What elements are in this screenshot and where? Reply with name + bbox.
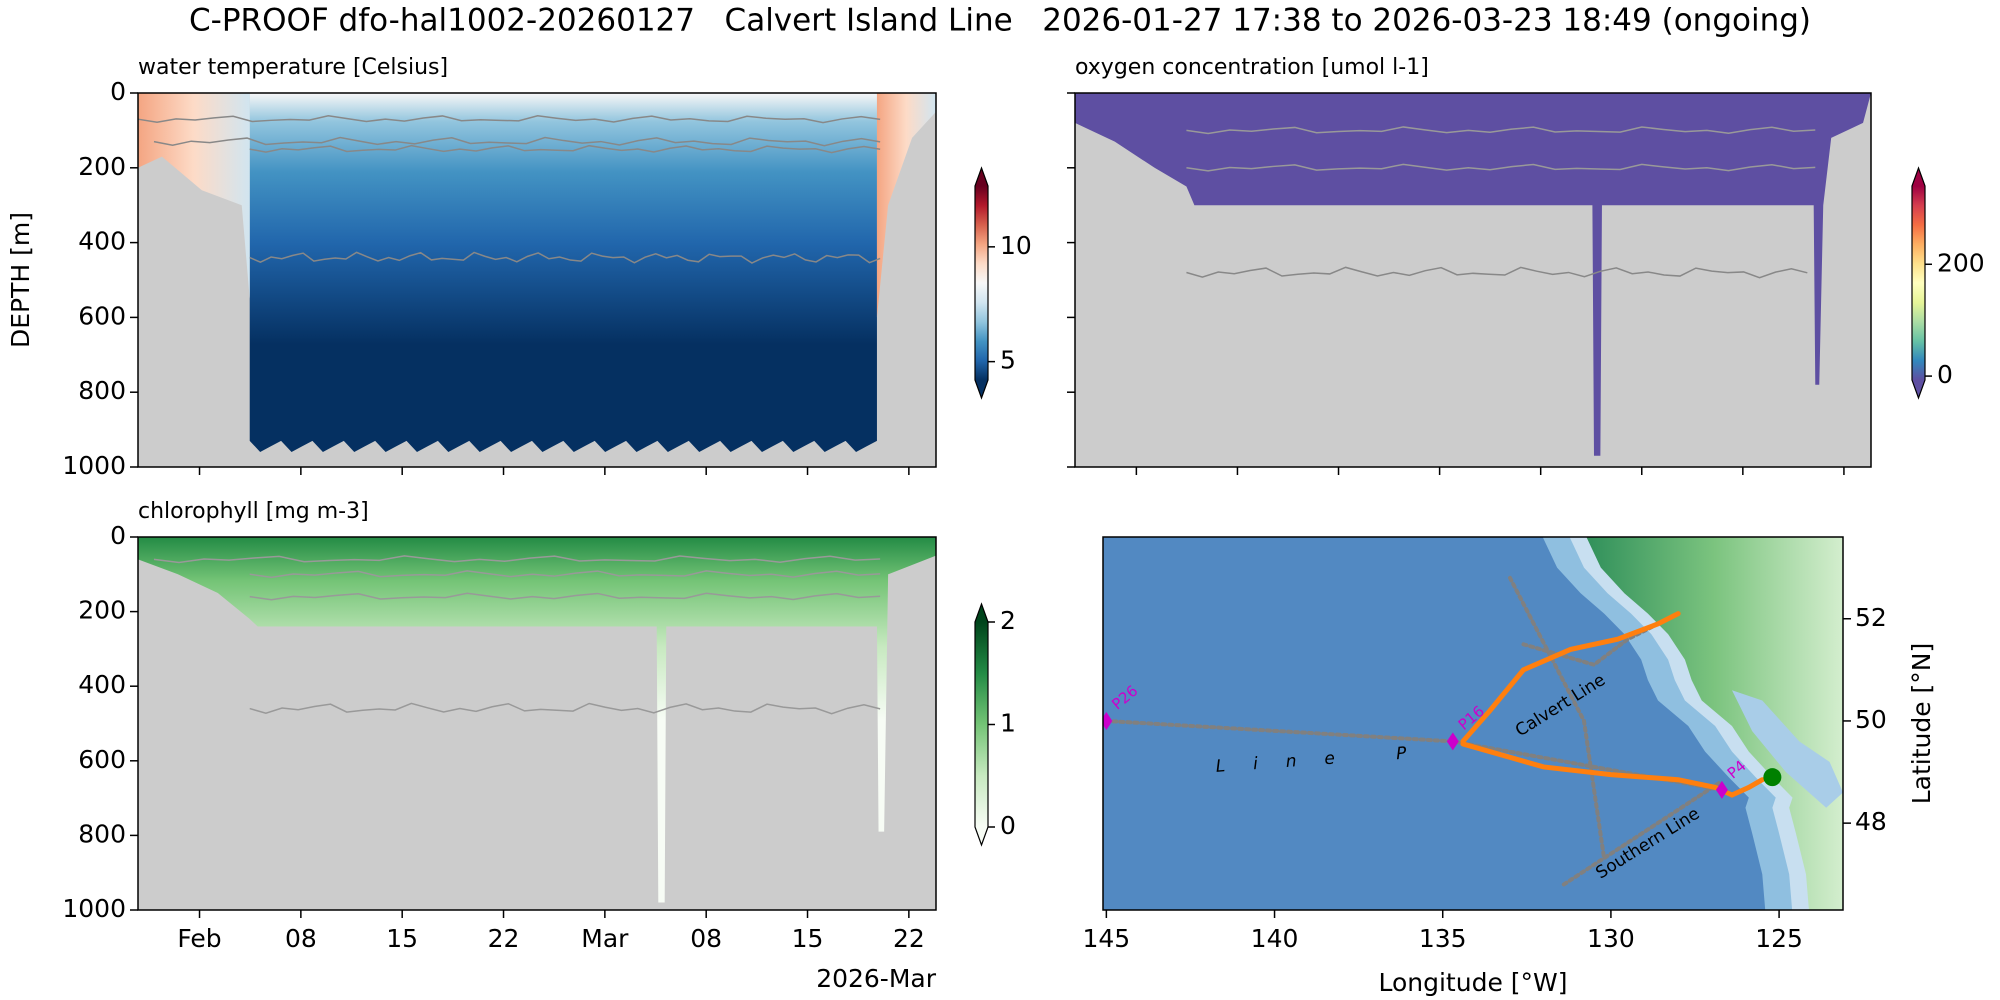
contour-line xyxy=(1186,266,1808,279)
y-tick-label: 600 xyxy=(78,301,126,330)
colorbar-tick-label: 5 xyxy=(1000,346,1016,375)
colorbar-tick-label: 1 xyxy=(1000,709,1016,738)
colorbar-tick-label: 10 xyxy=(1000,231,1032,260)
x-tick-label: 15 xyxy=(386,924,418,953)
x-tick-label: 140 xyxy=(1251,924,1299,953)
colorbar-tick-label: 2 xyxy=(1000,606,1016,635)
contour-line xyxy=(249,702,881,715)
y-tick-label: 48 xyxy=(1855,807,1887,836)
figure-title: C-PROOF dfo-hal1002-20260127 Calvert Isl… xyxy=(189,3,1811,39)
y-axis-label: DEPTH [m] xyxy=(6,212,35,348)
x-tick-label: 130 xyxy=(1587,924,1635,953)
contour-line xyxy=(1186,126,1816,135)
contour-line xyxy=(153,555,881,564)
x-tick-label: 22 xyxy=(488,924,520,953)
colorbar-extend xyxy=(975,827,988,845)
contour-line xyxy=(249,144,881,154)
y-tick-label: 1000 xyxy=(62,451,126,480)
contour-line xyxy=(249,251,881,264)
axes-frame xyxy=(137,92,937,468)
heatmap-cells xyxy=(138,537,936,903)
land xyxy=(1586,537,1843,910)
station-marker xyxy=(1715,780,1728,799)
colorbar-tick-label: 0 xyxy=(1000,811,1016,840)
x-tick-label: 135 xyxy=(1419,924,1467,953)
y-tick-label: 800 xyxy=(78,819,126,848)
colorbar xyxy=(975,186,988,380)
x-tick-label: 08 xyxy=(690,924,722,953)
x-axis-label: Longitude [°W] xyxy=(1378,968,1567,997)
station-marker xyxy=(1446,732,1459,751)
y-tick-label: 0 xyxy=(110,77,126,106)
x-tick-label: Feb xyxy=(177,924,221,953)
colorbar-frame xyxy=(974,166,989,400)
y-tick-label: 52 xyxy=(1855,603,1887,632)
x-tick-label: 145 xyxy=(1083,924,1131,953)
track xyxy=(1508,575,1607,861)
x-offset-label: 2026-Mar xyxy=(816,964,937,993)
y-tick-label: 1000 xyxy=(62,894,126,923)
x-tick-label: 08 xyxy=(285,924,317,953)
x-tick-label: Mar xyxy=(581,924,629,953)
contour-line xyxy=(137,114,881,124)
colorbar xyxy=(975,622,988,827)
glider-position xyxy=(1763,768,1782,787)
contour-line xyxy=(153,136,881,147)
y-axis-label: Latitude [°N] xyxy=(1907,643,1936,805)
y-tick-label: 400 xyxy=(78,227,126,256)
heatmap-cells xyxy=(249,93,877,453)
y-tick-label: 50 xyxy=(1855,705,1887,734)
track xyxy=(1460,611,1681,744)
heatmap-cells xyxy=(876,93,936,318)
x-tick-label: 22 xyxy=(893,924,925,953)
colorbar xyxy=(1912,186,1925,380)
y-tick-label: 200 xyxy=(78,152,126,181)
station-marker xyxy=(1103,711,1113,730)
axes-frame xyxy=(1074,92,1872,468)
contour-line xyxy=(249,592,881,601)
colorbar-frame xyxy=(1911,166,1926,400)
track xyxy=(1460,741,1765,798)
colorbar-extend xyxy=(1912,168,1925,186)
colorbar-extend xyxy=(975,168,988,186)
x-tick-label: 15 xyxy=(792,924,824,953)
colorbar-extend xyxy=(1912,380,1925,398)
y-tick-label: 800 xyxy=(78,376,126,405)
colorbar-tick-label: 200 xyxy=(1937,248,1985,277)
colorbar-tick-label: 0 xyxy=(1937,360,1953,389)
y-tick-label: 400 xyxy=(78,670,126,699)
x-tick-label: 125 xyxy=(1755,924,1803,953)
track xyxy=(1561,780,1723,887)
y-tick-label: 600 xyxy=(78,745,126,774)
axes-frame xyxy=(137,536,937,911)
contour-line xyxy=(1186,163,1816,172)
colorbar-extend xyxy=(975,604,988,622)
panel-title: chlorophyll [mg m-3] xyxy=(138,499,369,524)
panel-title: oxygen concentration [umol l-1] xyxy=(1075,55,1429,80)
y-tick-label: 200 xyxy=(78,596,126,625)
contour-line xyxy=(249,570,881,579)
y-tick-label: 0 xyxy=(110,521,126,550)
colorbar-extend xyxy=(975,380,988,398)
heatmap-cells xyxy=(1075,93,1871,456)
panel-title: water temperature [Celsius] xyxy=(138,55,448,80)
strait xyxy=(1732,690,1843,808)
axes-frame xyxy=(1102,536,1844,911)
